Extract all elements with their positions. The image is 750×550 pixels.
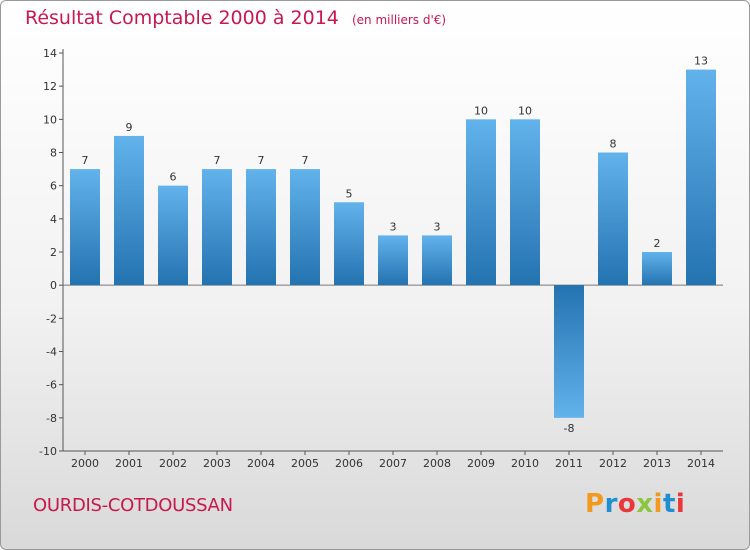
- y-tick-label: 6: [50, 180, 57, 193]
- data-label-2004: 7: [258, 154, 265, 167]
- proxiti-logo: Proxiti: [585, 489, 685, 519]
- bar-2009: [466, 119, 496, 286]
- bar-2001: [114, 135, 144, 286]
- y-tick-label: 0: [50, 279, 57, 292]
- town-name: OURDIS-COTDOUSSAN: [33, 495, 233, 516]
- x-tick-label-2007: 2007: [379, 457, 407, 470]
- x-tick-label-2001: 2001: [115, 457, 143, 470]
- bar-2003: [202, 169, 232, 286]
- data-label-2010: 10: [518, 104, 532, 117]
- x-tick-label-2002: 2002: [159, 457, 187, 470]
- bar-2010: [510, 119, 540, 286]
- x-tick-label-2006: 2006: [335, 457, 363, 470]
- data-label-2002: 6: [170, 171, 177, 184]
- bar-2002: [158, 185, 188, 286]
- bar-2013: [642, 252, 672, 286]
- bar-2000: [70, 169, 100, 286]
- x-tick-label-2012: 2012: [599, 457, 627, 470]
- data-label-2007: 3: [390, 220, 397, 233]
- y-tick-label: 12: [43, 80, 57, 93]
- bar-2007: [378, 235, 408, 286]
- x-tick-label-2003: 2003: [203, 457, 231, 470]
- bar-2006: [334, 202, 364, 286]
- y-tick-label: -8: [46, 412, 57, 425]
- bar-2004: [246, 169, 276, 286]
- logo-letter: i: [675, 489, 686, 519]
- x-tick-label-2010: 2010: [511, 457, 539, 470]
- y-tick-label: -4: [46, 346, 57, 359]
- x-tick-label-2005: 2005: [291, 457, 319, 470]
- data-label-2013: 2: [654, 237, 661, 250]
- y-tick-label: 4: [50, 213, 57, 226]
- x-tick-label-2008: 2008: [423, 457, 451, 470]
- data-label-2003: 7: [214, 154, 221, 167]
- data-label-2011: -8: [564, 422, 575, 435]
- y-tick-label: 2: [50, 246, 57, 259]
- data-label-2008: 3: [434, 220, 441, 233]
- logo-letter: i: [653, 489, 663, 519]
- bar-2012: [598, 152, 628, 286]
- bar-2008: [422, 235, 452, 286]
- logo-letter: o: [617, 489, 637, 519]
- data-label-2009: 10: [474, 104, 488, 117]
- logo-letter: r: [604, 489, 618, 519]
- x-tick-label-2013: 2013: [643, 457, 671, 470]
- chart-subtitle: (en milliers d'€): [351, 13, 447, 27]
- logo-letter: P: [585, 489, 605, 519]
- chart-title: Résultat Comptable 2000 à 2014: [25, 7, 339, 29]
- bar-2014: [686, 69, 716, 286]
- data-label-2005: 7: [302, 154, 309, 167]
- data-label-2014: 13: [694, 55, 708, 68]
- data-label-2006: 5: [346, 187, 353, 200]
- bar-2005: [290, 169, 320, 286]
- y-tick-label: 8: [50, 147, 57, 160]
- y-tick-label: -2: [46, 312, 57, 325]
- y-tick-label: -10: [39, 445, 57, 458]
- y-tick-label: 10: [43, 113, 57, 126]
- x-tick-label-2004: 2004: [247, 457, 275, 470]
- x-tick-label-2011: 2011: [555, 457, 583, 470]
- logo-letter: x: [636, 489, 654, 519]
- data-label-2001: 9: [126, 121, 133, 134]
- y-tick-label: -6: [46, 379, 57, 392]
- chart-title-block: Résultat Comptable 2000 à 2014 (en milli…: [25, 7, 446, 29]
- data-label-2012: 8: [610, 138, 617, 151]
- bar-2011: [554, 285, 584, 418]
- y-tick-label: 14: [43, 47, 57, 60]
- x-tick-label-2014: 2014: [687, 457, 715, 470]
- logo-letter: t: [662, 489, 676, 519]
- x-tick-label-2000: 2000: [71, 457, 99, 470]
- x-tick-label-2009: 2009: [467, 457, 495, 470]
- data-label-2000: 7: [82, 154, 89, 167]
